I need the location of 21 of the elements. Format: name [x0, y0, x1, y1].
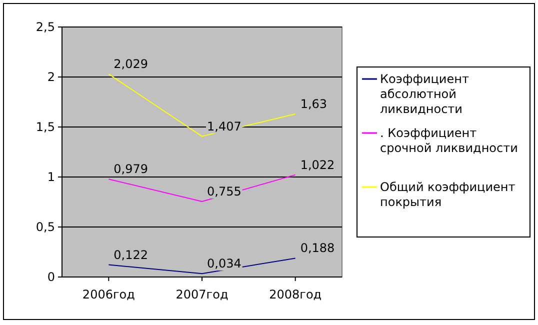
data-label: 0,034	[207, 256, 242, 271]
y-tick-label: 0,5	[36, 220, 55, 234]
legend-label: Коэффициент абсолютной ликвидности	[380, 72, 469, 116]
x-tick-label: 2006год	[82, 287, 135, 302]
x-tick-label: 2007год	[176, 287, 228, 302]
data-label: 1,407	[207, 119, 242, 134]
data-label: 0,122	[114, 248, 148, 262]
y-tick-label: 1,5	[36, 120, 55, 134]
data-label: 2,029	[114, 57, 148, 72]
data-label: 1,022	[300, 158, 335, 172]
y-tick-label: 2	[47, 70, 55, 84]
x-tick-label: 2008год	[269, 287, 322, 302]
legend-label: Общий коэффициент покрытия	[380, 180, 516, 209]
y-tick-label: 2,5	[36, 20, 55, 34]
data-label: 0,188	[300, 241, 335, 256]
y-tick-label: 0	[47, 270, 55, 284]
y-tick-label: 1	[47, 170, 55, 184]
data-label: 1,63	[300, 97, 328, 111]
data-label: 0,979	[114, 162, 148, 176]
legend-label: . Коэффициент срочной ликвидности	[380, 126, 518, 155]
data-label: 0,755	[207, 184, 242, 198]
